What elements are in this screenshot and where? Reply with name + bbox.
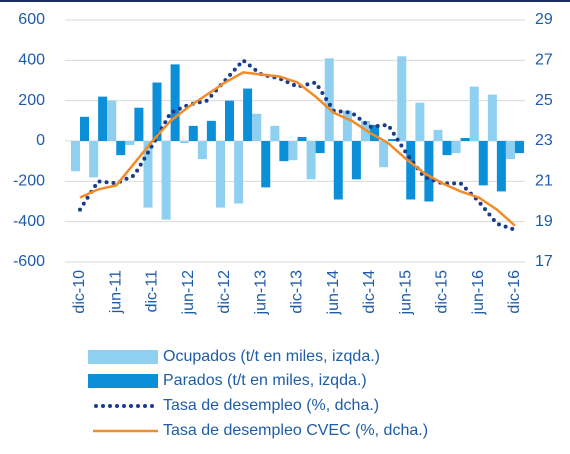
y-tick-label: 600	[18, 11, 45, 28]
y2-tick-label: 29	[535, 11, 553, 28]
legend: Ocupados (t/t en miles, izqda.) Parados …	[88, 348, 428, 439]
bar	[469, 86, 479, 141]
bar	[170, 64, 180, 141]
bar	[424, 141, 434, 202]
bar	[243, 88, 253, 141]
y2-tick-label: 23	[535, 132, 553, 149]
bar	[279, 141, 289, 162]
bar	[487, 94, 497, 141]
x-tick-label: dic-12	[216, 270, 233, 314]
bar	[152, 82, 162, 141]
legend-label: Tasa de desempleo (%, dcha.)	[163, 397, 379, 414]
bar	[71, 141, 80, 172]
bar	[252, 113, 262, 141]
bar	[161, 141, 171, 220]
bar	[370, 124, 379, 141]
bar	[107, 100, 117, 141]
bar	[125, 141, 135, 146]
bar	[143, 141, 153, 208]
y-tick-label: -600	[13, 253, 45, 270]
x-tick-label: jun-13	[252, 270, 269, 316]
bar	[288, 141, 298, 161]
legend-label: Parados (t/t en miles, izqda.)	[163, 372, 367, 389]
bar	[515, 141, 524, 154]
bar	[197, 141, 207, 160]
legend-label: Ocupados (t/t en miles, izqda.)	[163, 348, 380, 365]
x-tick-label: dic-14	[361, 270, 378, 314]
y-tick-label: -400	[13, 213, 45, 230]
bar	[206, 120, 216, 141]
x-tick-label: dic-13	[289, 270, 306, 314]
bar	[506, 141, 515, 160]
bar	[270, 125, 280, 141]
y2-tick-label: 21	[535, 173, 553, 190]
bar	[388, 138, 398, 141]
x-tick-label: dic-15	[434, 270, 451, 314]
bar	[442, 141, 452, 156]
y2-tick-label: 17	[535, 253, 553, 270]
bar	[225, 100, 234, 141]
bar	[116, 141, 126, 156]
bar	[261, 141, 271, 188]
bar	[433, 129, 443, 141]
y-tick-label: 0	[36, 132, 45, 149]
bar	[324, 58, 334, 141]
x-tick-label: jun-12	[180, 270, 197, 316]
bar	[98, 96, 108, 141]
line-series	[78, 57, 517, 232]
bar	[216, 141, 225, 208]
bar	[342, 110, 352, 141]
x-tick-label: jun-15	[397, 270, 414, 316]
bar	[379, 141, 389, 168]
y-tick-label: 400	[18, 52, 45, 69]
x-tick-label: jun-16	[470, 270, 487, 316]
bar	[297, 136, 307, 141]
x-tick-label: jun-11	[107, 270, 124, 314]
bar	[306, 141, 316, 180]
x-tick-label: dic-11	[144, 270, 161, 312]
x-tick-label: dic-16	[506, 270, 523, 314]
y2-tick-label: 25	[535, 92, 553, 109]
bar	[415, 102, 425, 141]
y-tick-label: 200	[18, 92, 45, 109]
bar	[397, 56, 407, 141]
legend-label: Tasa de desempleo CVEC (%, dcha.)	[163, 422, 428, 439]
bar	[451, 141, 461, 154]
bar	[80, 116, 89, 141]
y-tick-label: -200	[13, 173, 45, 190]
bar	[406, 141, 416, 200]
bar	[478, 141, 488, 186]
bar	[188, 125, 198, 141]
x-tick-label: jun-14	[325, 270, 342, 316]
legend-swatch	[88, 374, 158, 388]
bar	[315, 141, 325, 154]
bar	[234, 141, 244, 204]
legend-swatch	[88, 350, 158, 364]
bar	[460, 137, 470, 141]
bar	[351, 141, 361, 180]
y2-tick-label: 27	[535, 52, 553, 69]
y2-tick-label: 19	[535, 213, 553, 230]
bar	[333, 141, 343, 200]
bar	[89, 141, 99, 178]
bar	[496, 141, 506, 192]
line-series	[79, 71, 516, 227]
bar	[179, 141, 189, 144]
x-tick-label: dic-10	[71, 270, 88, 314]
bar	[134, 107, 144, 141]
